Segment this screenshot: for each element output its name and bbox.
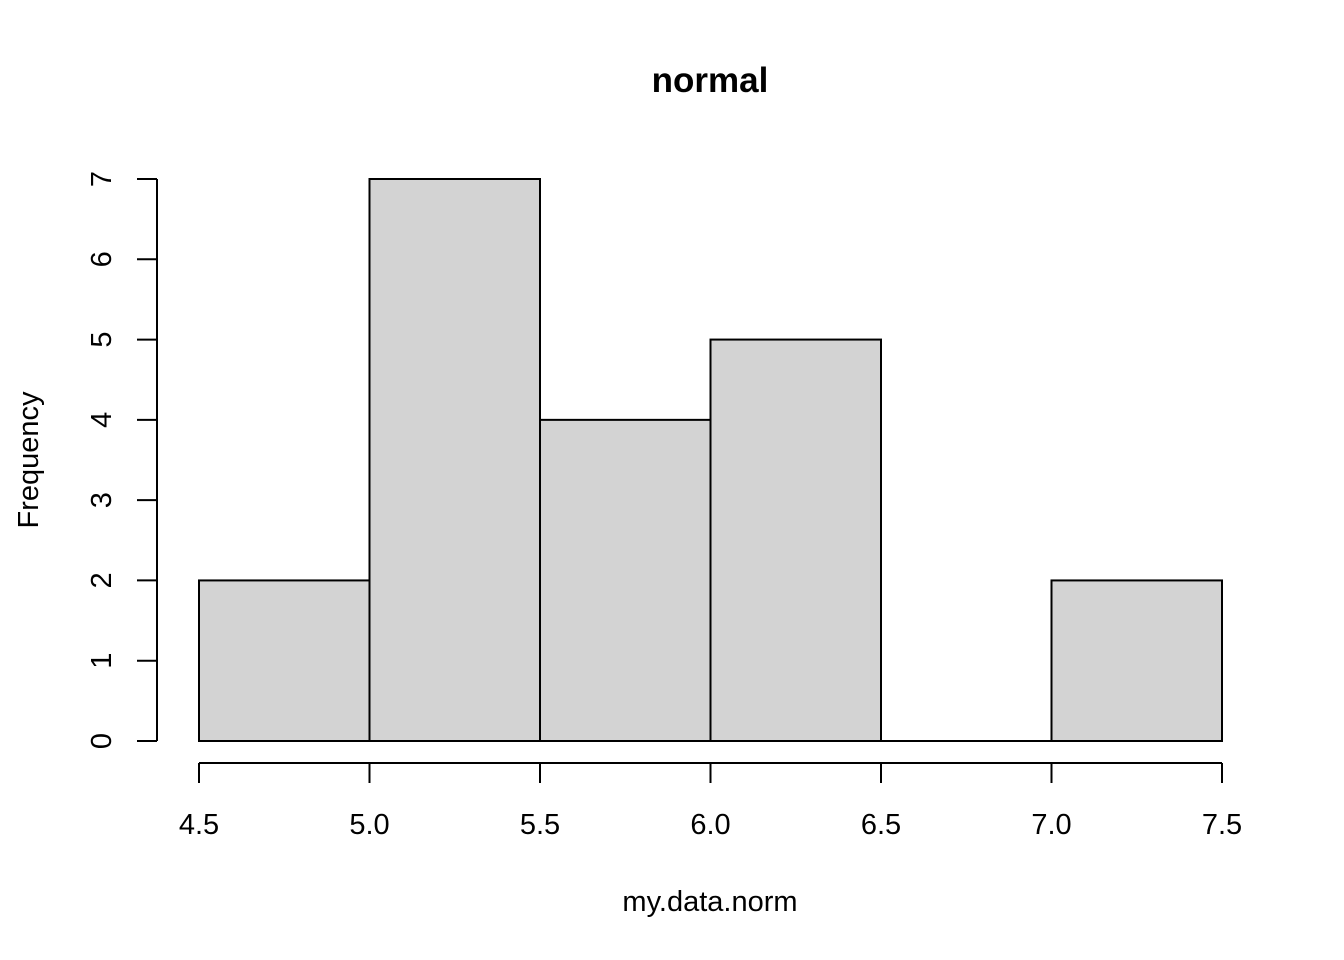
y-tick-label-4: 4 xyxy=(86,412,118,428)
bar-0 xyxy=(198,579,371,743)
x-tick-label-1: 5.0 xyxy=(349,809,389,841)
x-tick-label-3: 6.0 xyxy=(690,809,730,841)
y-tick-label-6: 6 xyxy=(86,251,118,267)
y-axis: 0 1 2 3 4 5 6 7 xyxy=(86,171,158,749)
x-tick-label-2: 5.5 xyxy=(520,809,560,841)
bars-group xyxy=(198,178,1223,743)
x-axis: 4.5 5.0 5.5 6.0 6.5 7.0 7.5 xyxy=(179,762,1242,841)
bar-5 xyxy=(1050,579,1223,743)
x-tick-label-4: 6.5 xyxy=(861,809,901,841)
y-tick-label-2: 2 xyxy=(86,572,118,588)
y-tick-label-0: 0 xyxy=(86,733,118,749)
y-tick-label-3: 3 xyxy=(86,492,118,508)
y-tick-label-1: 1 xyxy=(86,653,118,669)
bar-3 xyxy=(709,338,882,742)
y-tick-label-5: 5 xyxy=(86,332,118,348)
x-axis-label: my.data.norm xyxy=(622,886,797,918)
y-axis-label: Frequency xyxy=(13,391,45,529)
bar-2 xyxy=(539,418,712,742)
x-tick-label-6: 7.5 xyxy=(1202,809,1242,841)
x-tick-label-0: 4.5 xyxy=(179,809,219,841)
bar-1 xyxy=(368,178,541,742)
chart-title: normal xyxy=(652,61,769,100)
y-tick-label-7: 7 xyxy=(86,171,118,187)
x-tick-label-5: 7.0 xyxy=(1031,809,1071,841)
